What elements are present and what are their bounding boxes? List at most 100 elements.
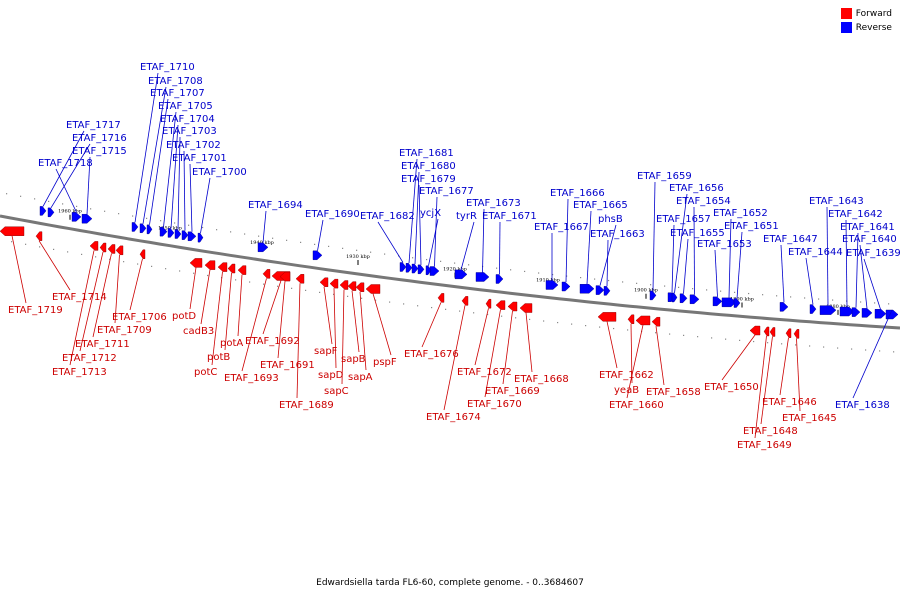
leader-line (845, 219, 848, 308)
gene-label-ETAF_1655: ETAF_1655 (670, 228, 725, 239)
strand-dot (39, 246, 41, 248)
strand-dot (487, 313, 489, 316)
gene-arrow-ETAF_1672 (485, 298, 492, 309)
strand-dot (706, 289, 708, 291)
gene-label-ETAF_1656: ETAF_1656 (669, 183, 724, 194)
gene-arrow-ETAF_1693 (262, 269, 271, 279)
leader-line (586, 210, 592, 285)
strand-dot (193, 272, 195, 274)
gene-arrow-tyrR (454, 269, 468, 280)
gene-arrow-ETAF_1660 (635, 315, 651, 326)
gene-arrow-ETAF_1711 (107, 244, 116, 254)
strand-dot (53, 248, 55, 251)
gene-label-sapF: sapF (314, 346, 338, 357)
gene-label-ETAF_1674: ETAF_1674 (426, 412, 481, 423)
gene-label-ETAF_1641: ETAF_1641 (840, 222, 895, 233)
leader-line (418, 184, 422, 265)
leader-line (626, 324, 644, 399)
reverse-swatch (840, 22, 852, 33)
gene-label-ETAF_1714: ETAF_1714 (52, 292, 107, 303)
leader-line (760, 336, 773, 425)
leader-line (736, 231, 743, 299)
strand-dot (734, 291, 736, 293)
gene-label-ETAF_1718: ETAF_1718 (38, 158, 93, 169)
leader-line (224, 272, 232, 351)
gene-arrow-ycjX (425, 265, 432, 275)
strand-dot (48, 200, 50, 203)
strand-dot (893, 351, 895, 353)
gene-arrow-ETAF_1639 (874, 309, 887, 319)
gene-arrow-ETAF_1644 (809, 304, 817, 314)
strand-dot (286, 239, 288, 241)
gene-label-ETAF_1665: ETAF_1665 (573, 200, 628, 211)
strand-dot (655, 332, 657, 334)
gene-arrow-potB (227, 263, 236, 274)
leader-line (428, 218, 439, 266)
strand-dot (524, 270, 526, 273)
leader-line (50, 143, 91, 209)
leader-line (189, 163, 193, 232)
strand-dot (440, 260, 442, 262)
leader-line (237, 274, 243, 337)
strand-dot (748, 292, 750, 295)
gene-arrow-sapF (319, 277, 329, 287)
gene-arrow-ETAF_1680 (411, 263, 419, 274)
gene-label-ETAF_1669: ETAF_1669 (485, 386, 540, 397)
gene-label-ETAF_1689: ETAF_1689 (279, 400, 334, 411)
leader-line (796, 338, 801, 412)
gene-label-yeaB: yeaB (614, 385, 639, 396)
strand-dot (468, 264, 470, 266)
gene-label-ETAF_1706: ETAF_1706 (112, 312, 167, 323)
gene-label-ETAF_1660: ETAF_1660 (609, 400, 664, 411)
leader-line (142, 86, 167, 224)
gene-label-ETAF_1644: ETAF_1644 (788, 247, 843, 258)
gene-label-ETAF_1650: ETAF_1650 (704, 382, 759, 393)
leader-line (779, 337, 789, 396)
strand-dot (809, 345, 811, 347)
strand-dot (529, 318, 531, 321)
gene-arrow-phsB (595, 285, 605, 295)
gene-label-ETAF_1693: ETAF_1693 (224, 373, 279, 384)
genome-backbone (0, 214, 900, 330)
strand-dot (305, 289, 307, 291)
gene-label-ETAF_1677: ETAF_1677 (419, 186, 474, 197)
leader-line (728, 218, 732, 298)
gene-label-ETAF_1653: ETAF_1653 (697, 239, 752, 250)
gene-arrow-ETAF_1665 (579, 284, 595, 294)
gene-arrow-ETAF_1691 (279, 271, 291, 282)
strand-dot (459, 310, 461, 312)
gene-label-ETAF_1681: ETAF_1681 (399, 148, 454, 159)
gene-label-ETAF_1715: ETAF_1715 (72, 146, 127, 157)
leader-line (241, 278, 267, 372)
legend: Forward Reverse (840, 8, 892, 36)
strand-dot (202, 226, 204, 229)
gene-arrow-ETAF_1671 (495, 274, 504, 284)
gene-label-ETAF_1702: ETAF_1702 (166, 140, 221, 151)
strand-dot (585, 325, 587, 327)
strand-dot (389, 301, 391, 303)
strand-dot (669, 333, 671, 335)
gene-arrow-ETAF_1662 (597, 312, 617, 322)
strand-dot (207, 274, 209, 277)
strand-dot (711, 337, 713, 339)
gene-label-ETAF_1651: ETAF_1651 (724, 221, 779, 232)
strand-dot (832, 299, 834, 301)
gene-arrow-ETAF_1716 (47, 207, 55, 218)
leader-line (170, 124, 179, 229)
strand-dot (678, 286, 680, 288)
strand-dot (515, 317, 517, 319)
leader-line (460, 221, 475, 270)
leader-line (277, 281, 286, 359)
gene-label-ETAF_1705: ETAF_1705 (158, 101, 213, 112)
strand-dot (445, 308, 447, 310)
gene-label-ETAF_1680: ETAF_1680 (401, 161, 456, 172)
gene-arrow-ETAF_1669 (507, 301, 518, 312)
strand-dot (263, 283, 265, 285)
gene-arrow-ETAF_1652 (721, 297, 737, 308)
leader-line (652, 181, 656, 291)
gene-label-ycjX: ycjX (420, 208, 441, 219)
leader-line (443, 305, 466, 411)
leader-line (55, 168, 77, 213)
genome-caption: Edwardsiella tarda FL6-60, complete geno… (316, 578, 584, 588)
